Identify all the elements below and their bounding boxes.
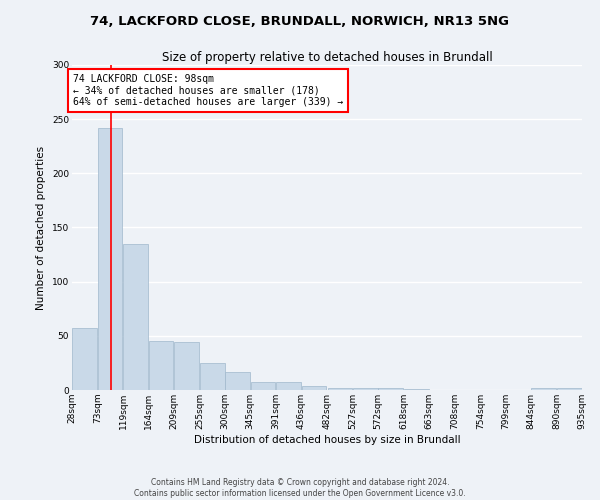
Bar <box>302 386 326 390</box>
Bar <box>174 342 199 390</box>
Text: Contains HM Land Registry data © Crown copyright and database right 2024.
Contai: Contains HM Land Registry data © Crown c… <box>134 478 466 498</box>
Text: 74 LACKFORD CLOSE: 98sqm
← 34% of detached houses are smaller (178)
64% of semi-: 74 LACKFORD CLOSE: 98sqm ← 34% of detach… <box>73 74 343 107</box>
Bar <box>277 382 301 390</box>
Bar <box>72 328 97 390</box>
Bar <box>531 388 556 390</box>
Bar <box>149 341 173 390</box>
Text: 74, LACKFORD CLOSE, BRUNDALL, NORWICH, NR13 5NG: 74, LACKFORD CLOSE, BRUNDALL, NORWICH, N… <box>91 15 509 28</box>
Bar <box>328 388 352 390</box>
Bar <box>353 388 377 390</box>
Y-axis label: Number of detached properties: Number of detached properties <box>37 146 46 310</box>
Bar <box>378 388 403 390</box>
Bar <box>404 389 429 390</box>
Bar <box>225 372 250 390</box>
Bar <box>124 244 148 390</box>
X-axis label: Distribution of detached houses by size in Brundall: Distribution of detached houses by size … <box>194 434 460 444</box>
Bar <box>557 388 582 390</box>
Bar <box>98 128 122 390</box>
Bar <box>251 382 275 390</box>
Title: Size of property relative to detached houses in Brundall: Size of property relative to detached ho… <box>161 51 493 64</box>
Bar <box>200 363 224 390</box>
